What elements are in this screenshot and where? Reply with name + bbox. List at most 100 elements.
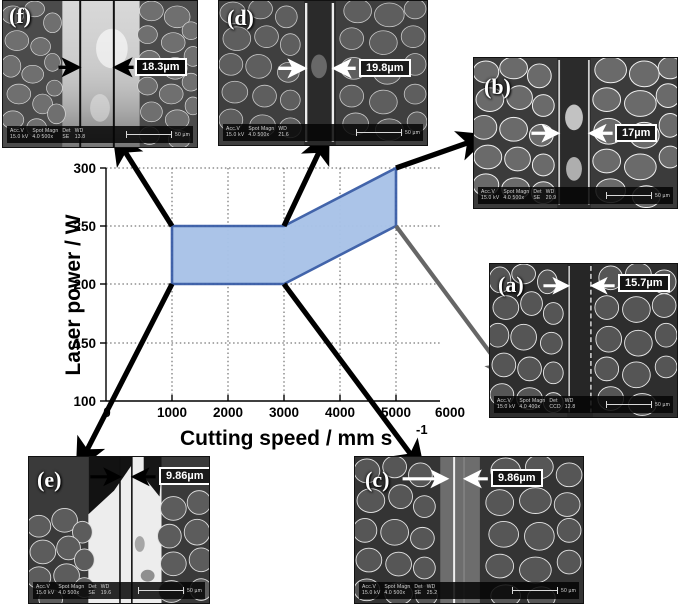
y-tick-150: 150 <box>73 336 96 351</box>
y-tick-labels: 300 250 200 150 100 <box>73 161 96 409</box>
sb-row2-kv-b: 15.0 kV <box>481 194 500 201</box>
y-tick-300: 300 <box>73 161 96 176</box>
sb-col-accv-c: Acc.V <box>362 584 377 591</box>
scalebar-ruler-b: 50 µm <box>606 192 670 199</box>
sb-row2-det-e: SE <box>88 589 96 596</box>
panel-label-c: (c) <box>365 467 390 492</box>
sb-row2-spot-d: 4.0 <box>248 131 256 138</box>
x-tick-labels: 0 1000 2000 3000 4000 5000 6000 <box>103 405 465 420</box>
scalebar-rule-e <box>138 587 184 594</box>
sb-row2-spot-f: 4.0 <box>32 133 40 140</box>
sb-row2-kv-a: 15.0 kV <box>497 403 516 410</box>
leader-arrow-a <box>394 224 511 381</box>
scalebar-length-a: 50 µm <box>655 401 670 408</box>
y-tick-200: 200 <box>73 277 96 292</box>
panel-label-f: (f) <box>9 3 31 28</box>
panel-label-b: (b) <box>484 74 511 99</box>
sb-col-wd-b: WD <box>545 189 555 196</box>
scalebar-params-d: Acc.V 15.0 kV Spot Magn 4.0 500x WD 21.6 <box>226 127 289 138</box>
sb-row2-kv-e: 15.0 kV <box>36 589 55 596</box>
sb-col-accv-a: Acc.V <box>497 398 512 405</box>
sb-row2-magn-f: 500x <box>41 133 54 140</box>
sem-panel-f[interactable]: (f) 18.3µm Acc.V 15.0 kV Spot Magn 4.0 500… <box>2 0 198 148</box>
sb-col-spotmagn-b: Spot Magn <box>503 189 530 196</box>
sb-col-accv-b: Acc.V <box>481 189 496 196</box>
sem-scalebar-b: Acc.V 15.0 kV Spot Magn 4.0 500x Det SE WD 2… <box>478 187 673 204</box>
measurement-label-d: 19.8µm <box>359 59 411 77</box>
sem-panel-e[interactable]: (e) 9.86µm Acc.V 15.0 kV Spot Magn 4.0 500… <box>28 456 210 604</box>
leader-arrow-d <box>281 129 330 228</box>
sb-row2-wd-a: 12.8 <box>564 403 576 410</box>
sb-row2-magn-b: 500x <box>512 194 525 201</box>
sb-row2-spot-e: 4.0 <box>58 589 66 596</box>
measure-arrows-b <box>531 123 613 143</box>
sem-panel-a[interactable]: (a) 15.7µm Acc.V 15.0 kV Spot Magn 4.0 400… <box>489 263 678 418</box>
x-tick-0: 0 <box>103 405 111 420</box>
scalebar-length-e: 50 µm <box>187 587 202 594</box>
sem-scalebar-e: Acc.V 15.0 kV Spot Magn 4.0 500x Det SE WD 1… <box>33 582 205 599</box>
sb-row2-spot-c: 4.0 <box>384 589 392 596</box>
sb-row2-wd-c: 25.2 <box>426 589 438 596</box>
sb-row2-magn-a: 400x <box>528 403 541 410</box>
scalebar-params-c: Acc.V 15.0 kV Spot Magn 4.0 500x Det SE WD 2… <box>362 585 437 596</box>
sb-row2-kv-c: 15.0 kV <box>362 589 381 596</box>
sb-col-spotmagn-d: Spot Magn <box>248 126 275 133</box>
sb-col-det-f: Det <box>62 128 71 135</box>
measurement-label-b: 17µm <box>615 124 658 142</box>
sb-row2-det-a: CCD <box>549 403 561 410</box>
sem-panel-d[interactable]: (d) 19.8µm Acc.V 15.0 kV Spot Magn 4.0 500… <box>218 0 428 146</box>
sb-col-wd-a: WD <box>564 398 574 405</box>
sb-row2-det-f: SE <box>62 133 70 140</box>
sb-col-det-b: Det <box>533 189 542 196</box>
measure-arrows-d <box>278 58 356 79</box>
sb-row2-wd-e: 19.6 <box>100 589 112 596</box>
sb-row2-det-c: SE <box>414 589 422 596</box>
leader-arrow-f <box>112 131 175 228</box>
x-tick-2000: 2000 <box>213 405 243 420</box>
sem-scalebar-d: Acc.V 15.0 kV Spot Magn 4.0 500x WD 21.6 50… <box>223 124 423 141</box>
scalebar-rule-c <box>512 587 558 594</box>
measure-arrows-a <box>543 276 615 295</box>
measure-arrows-f <box>58 57 134 78</box>
y-axis-title: Laser power / W <box>62 214 85 375</box>
sb-col-accv-d: Acc.V <box>226 126 241 133</box>
sb-row2-spot-a: 4.0 <box>519 403 527 410</box>
scalebar-rule-d <box>356 129 402 136</box>
measure-arrows-e <box>90 467 156 487</box>
scalebar-ruler-a: 50 µm <box>606 401 670 408</box>
measurement-label-f: 18.3µm <box>135 58 187 76</box>
scalebar-ruler-d: 50 µm <box>356 129 420 136</box>
sb-row2-magn-c: 500x <box>393 589 406 596</box>
sem-panel-b[interactable]: (b) 17µm Acc.V 15.0 kV Spot Magn 4.0 500x … <box>473 57 678 209</box>
scalebar-length-c: 50 µm <box>561 587 576 594</box>
scalebar-length-d: 50 µm <box>405 129 420 136</box>
x-tick-4000: 4000 <box>325 405 355 420</box>
chart-leader-arrows <box>75 129 511 474</box>
sb-row2-wd-f: 13.8 <box>74 133 86 140</box>
scalebar-ruler-f: 50 µm <box>126 131 190 138</box>
measurement-label-e: 9.86µm <box>159 467 209 485</box>
sb-row2-magn-e: 500x <box>67 589 80 596</box>
sb-col-wd-c: WD <box>426 584 436 591</box>
sb-col-det-c: Det <box>414 584 423 591</box>
sem-image-a <box>490 264 677 417</box>
sb-row2-det-b: SE <box>533 194 541 201</box>
scalebar-params-e: Acc.V 15.0 kV Spot Magn 4.0 500x Det SE WD 1… <box>36 585 111 596</box>
scalebar-params-f: Acc.V 15.0 kV Spot Magn 4.0 500x Det SE WD 1… <box>10 129 85 140</box>
scalebar-length-f: 50 µm <box>175 131 190 138</box>
panel-label-a: (a) <box>498 272 524 297</box>
sem-panel-c[interactable]: (c) 9.86µm Acc.V 15.0 kV Spot Magn 4.0 500… <box>354 456 584 604</box>
sb-col-spotmagn-c: Spot Magn <box>384 584 411 591</box>
sb-col-spotmagn-f: Spot Magn <box>32 128 59 135</box>
sb-row2-kv-d: 15.0 kV <box>226 131 245 138</box>
sb-row2-wd-d: 21.6 <box>278 131 289 138</box>
scalebar-rule-b <box>606 192 652 199</box>
scalebar-length-b: 50 µm <box>655 192 670 199</box>
sb-row2-wd-b: 20.9 <box>545 194 557 201</box>
measurement-label-c: 9.86µm <box>491 469 543 487</box>
leader-arrow-b <box>395 131 492 171</box>
sb-row2-magn-d: 500x <box>257 131 270 138</box>
panel-label-d: (d) <box>227 5 254 30</box>
sb-col-det-e: Det <box>88 584 97 591</box>
